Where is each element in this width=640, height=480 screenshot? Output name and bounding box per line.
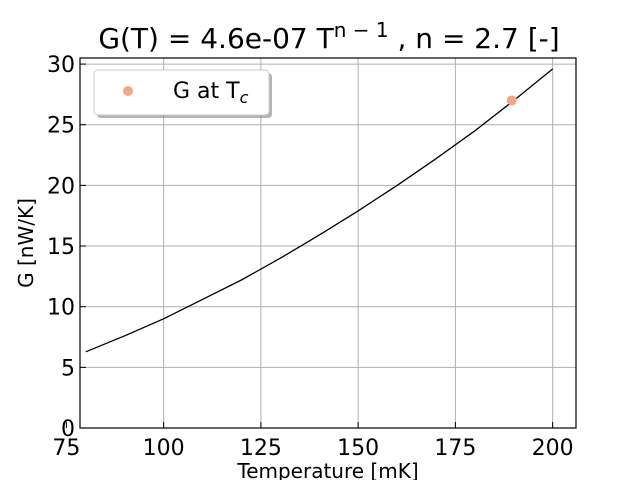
- g-curve-line: [85, 68, 554, 353]
- legend-marker: [123, 86, 133, 96]
- y-tick-label: 0: [61, 417, 75, 442]
- legend-box: [93, 69, 270, 116]
- x-axis-label: Temperature [mK]: [236, 459, 418, 480]
- x-tick-label: 100: [143, 436, 185, 461]
- series-layer: [85, 68, 554, 353]
- x-tick-label: 150: [337, 436, 379, 461]
- y-tick-label: 15: [47, 235, 75, 260]
- plot-frame: [79, 57, 577, 429]
- x-tick-label: 125: [240, 436, 282, 461]
- y-tick-label: 5: [61, 356, 75, 381]
- y-tick-label: 10: [47, 296, 75, 321]
- chart-title: G(T) = 4.6e-07 Tn − 1 , n = 2.7 [-]: [98, 18, 559, 55]
- legend: G at Tc: [93, 69, 272, 118]
- title-exponent: n − 1: [334, 18, 389, 42]
- y-tick-label: 20: [47, 174, 75, 199]
- g-at-tc-point: [506, 95, 517, 106]
- y-tick-label: 30: [47, 53, 75, 78]
- legend-label-subscript: c: [240, 88, 249, 107]
- x-tick-label: 75: [52, 436, 80, 461]
- legend-label: G at Tc: [173, 79, 249, 107]
- y-axis-label: G [nW/K]: [14, 198, 38, 288]
- y-tick-label: 25: [47, 114, 75, 139]
- ticks: 75 100 125 150 175 200 0 5 10 15 20 25 30: [47, 53, 574, 461]
- x-tick-label: 200: [532, 436, 574, 461]
- x-tick-label: 175: [434, 436, 476, 461]
